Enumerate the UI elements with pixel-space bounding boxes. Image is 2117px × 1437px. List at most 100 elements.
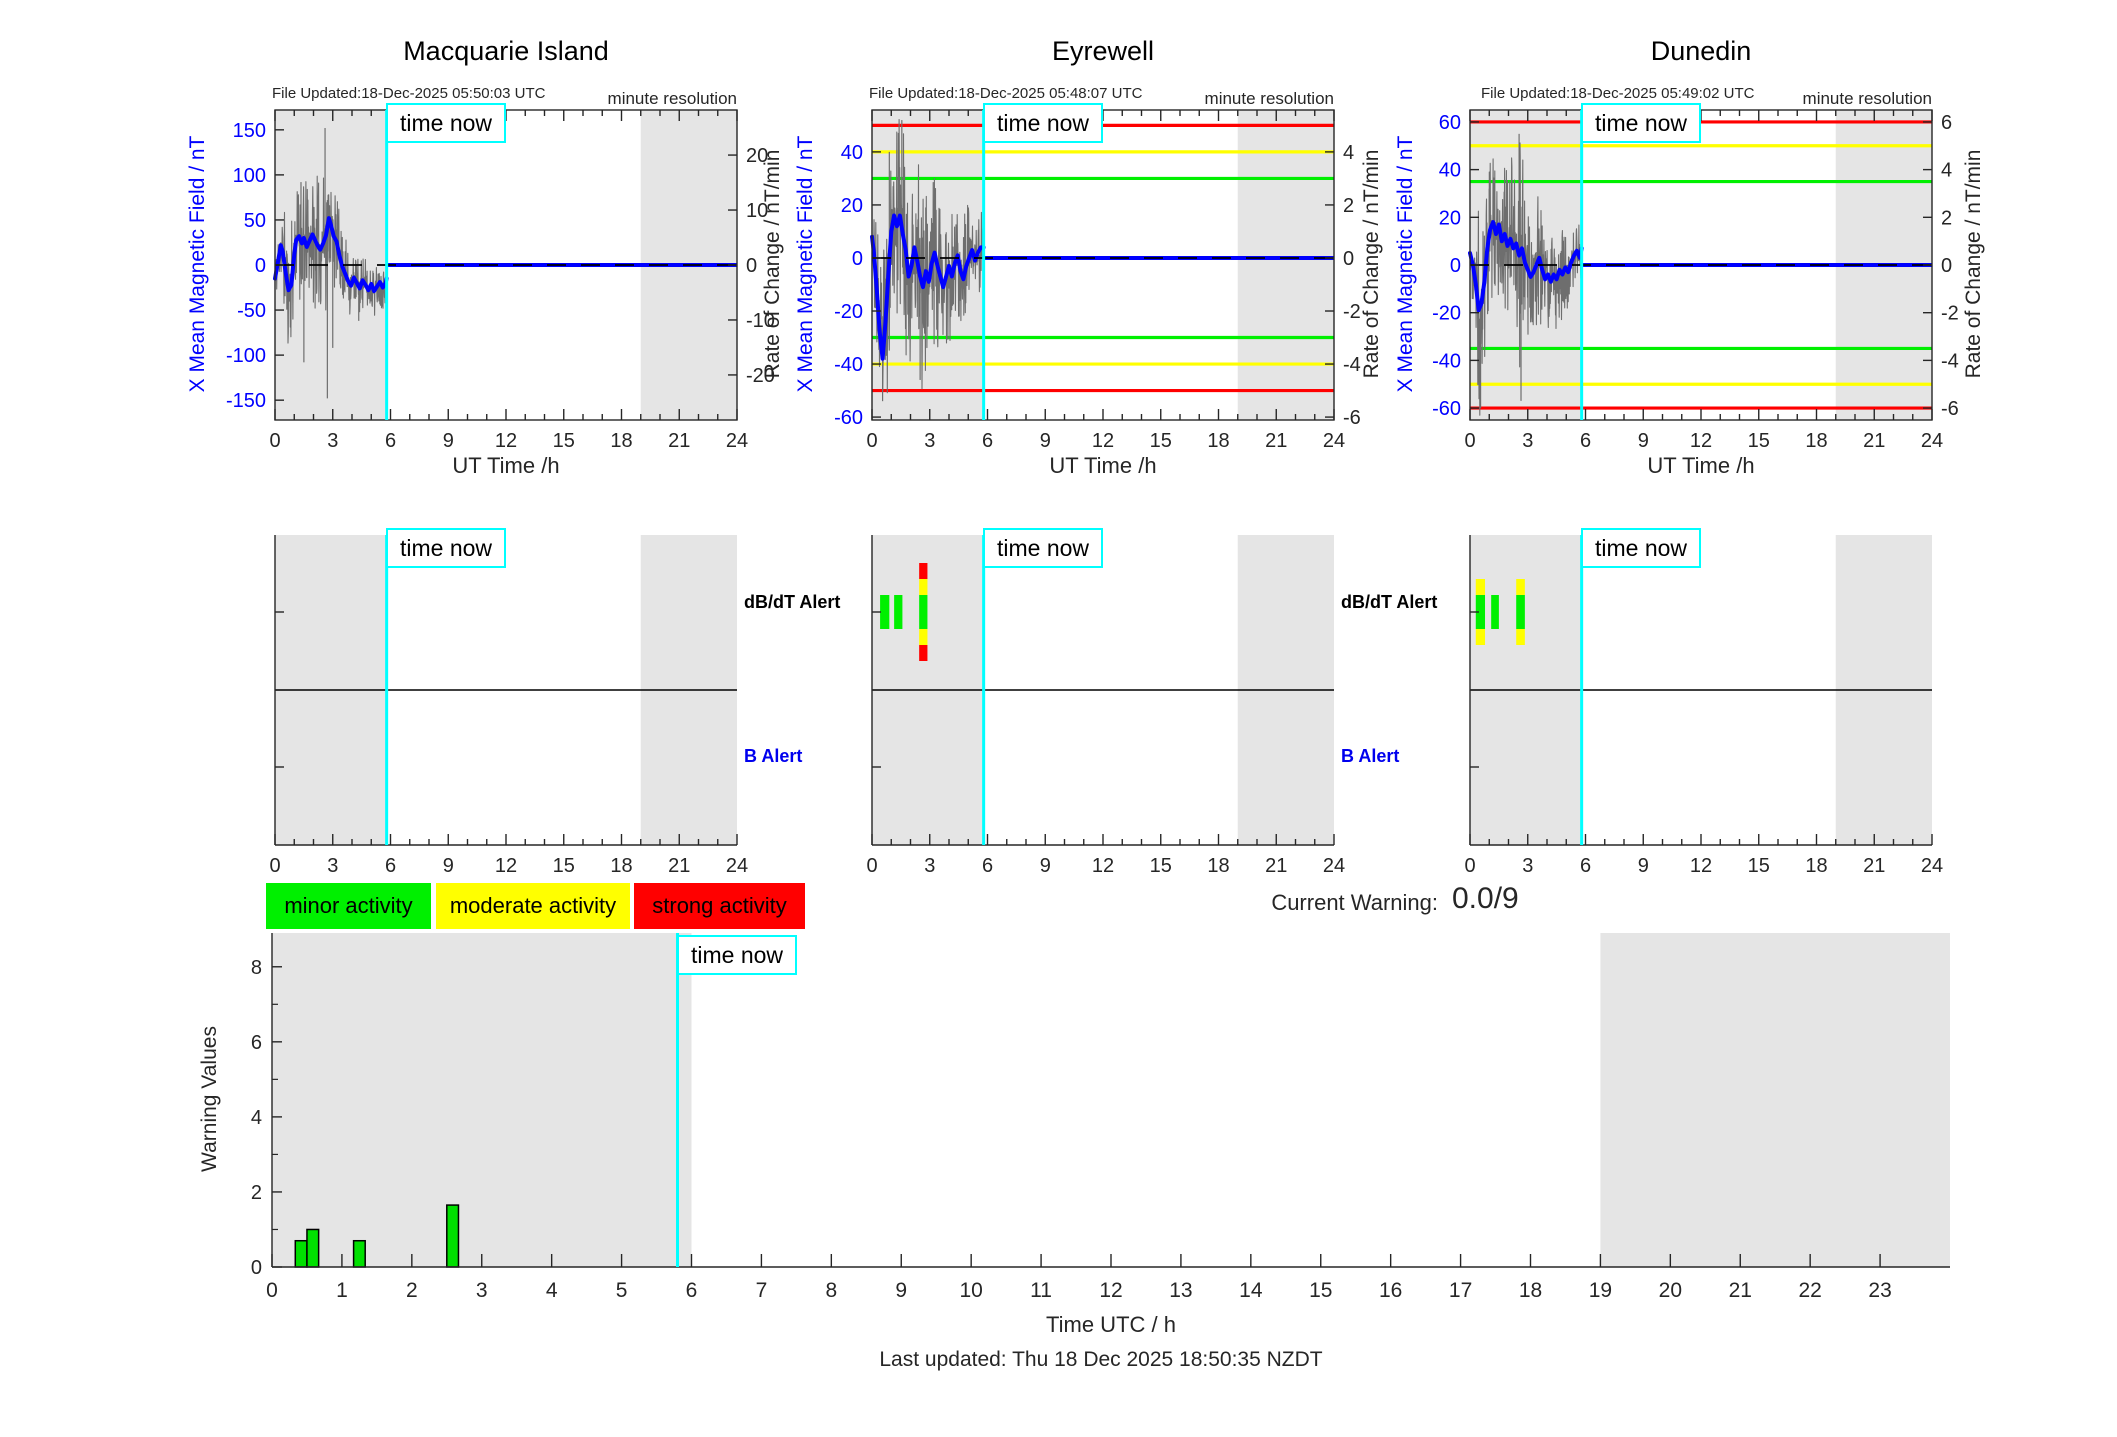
legend-strong-activity: strong activity (634, 883, 805, 929)
x-tick-label: 18 (1207, 855, 1229, 877)
y-tick-label: 0 (251, 1257, 262, 1279)
y-tick-label: 2 (1343, 195, 1354, 217)
x-tick-label: 24 (726, 855, 748, 877)
x-tick-label: 18 (1519, 1279, 1542, 1302)
x-tick-label: 9 (1040, 855, 1051, 877)
left-axis-label-dunedin: X Mean Magnetic Field / nT (1394, 135, 1417, 393)
warning-bar (294, 1239, 308, 1268)
time-now-flag: time now (983, 103, 1104, 143)
y-tick-label: 0 (255, 255, 266, 277)
alert-bar-minor (1516, 595, 1525, 629)
x-tick-label: 2 (406, 1279, 418, 1302)
shade-region (1600, 933, 1950, 1267)
x-tick-label: 0 (266, 1279, 278, 1302)
alert-bar-minor (1475, 595, 1486, 629)
x-tick-label: 15 (1748, 855, 1770, 877)
y-tick-label: 100 (233, 165, 266, 187)
x-tick-label: 0 (1464, 855, 1475, 877)
x-tick-label: 9 (443, 855, 454, 877)
x-tick-label: 4 (546, 1279, 558, 1302)
warning-y-axis-label: Warning Values (198, 1026, 221, 1172)
y-tick-label: 6 (1941, 112, 1952, 134)
y-tick-label: 0 (1343, 248, 1354, 270)
x-tick-label: 15 (1150, 855, 1172, 877)
y-tick-label: 0 (1450, 255, 1461, 277)
y-tick-label: 4 (1343, 142, 1354, 164)
alert-bar-minor (894, 595, 903, 629)
x-tick-label: 15 (553, 855, 575, 877)
x-tick-label: 3 (327, 855, 338, 877)
warning-x-axis-label: Time UTC / h (1046, 1312, 1176, 1337)
y-tick-label: 0 (852, 248, 863, 270)
alert-bar-minor (919, 595, 928, 629)
y-tick-label: 20 (1439, 207, 1461, 229)
time-now-flag: time now (983, 528, 1104, 568)
x-tick-label: 0 (866, 430, 877, 452)
x-tick-label: 21 (1729, 1279, 1752, 1302)
alert-bar-moderate (1475, 629, 1486, 645)
time-now-flag: time now (386, 528, 507, 568)
x-tick-label: 21 (668, 430, 690, 452)
resolution-note-macquarie: minute resolution (607, 89, 737, 108)
x-tick-label: 18 (1805, 430, 1827, 452)
x-tick-label: 12 (1690, 430, 1712, 452)
alert-bar-moderate (1475, 579, 1486, 595)
dbdt-alert-label: dB/dT Alert (744, 592, 841, 612)
x-tick-label: 10 (959, 1279, 982, 1302)
left-axis-label-macquarie: X Mean Magnetic Field / nT (186, 135, 209, 393)
x-tick-label: 3 (327, 430, 338, 452)
x-tick-label: 12 (1099, 1279, 1122, 1302)
y-tick-label: -50 (237, 300, 266, 322)
x-tick-label: 16 (1379, 1279, 1402, 1302)
right-axis-label-eyrewell: Rate of Change / nT/min (1360, 149, 1383, 379)
legend-strong-label: strong activity (652, 893, 787, 918)
x-tick-label: 6 (982, 430, 993, 452)
x-tick-label: 9 (1040, 430, 1051, 452)
y-tick-label: 10 (746, 200, 768, 222)
alert-bar-moderate (1516, 579, 1525, 595)
y-tick-label: -6 (1941, 398, 1959, 420)
x-tick-label: 9 (443, 430, 454, 452)
legend-moderate-activity: moderate activity (436, 883, 630, 929)
x-tick-label: 7 (756, 1279, 768, 1302)
y-tick-label: 4 (1941, 160, 1952, 182)
x-tick-label: 6 (385, 430, 396, 452)
y-tick-label: -40 (1432, 350, 1461, 372)
y-tick-label: -4 (1941, 350, 1959, 372)
y-tick-label: 2 (251, 1182, 262, 1204)
x-tick-label: 12 (495, 430, 517, 452)
b-alert-label: B Alert (1341, 746, 1400, 766)
alert-bar-moderate (1516, 629, 1525, 645)
x-tick-label: 11 (1030, 1279, 1052, 1302)
time-now-flag: time now (1581, 103, 1702, 143)
x-tick-label: 21 (668, 855, 690, 877)
y-tick-label: 60 (1439, 112, 1461, 134)
shade-region (1237, 110, 1334, 420)
alert-bar-minor (1491, 595, 1499, 629)
x-tick-label: 5 (616, 1279, 628, 1302)
y-tick-label: -60 (1432, 398, 1461, 420)
y-tick-label: 50 (244, 210, 266, 232)
x-tick-label: 14 (1239, 1279, 1263, 1302)
mean-trace (1468, 220, 1584, 313)
x-tick-label: 0 (1464, 430, 1475, 452)
y-tick-label: -6 (1343, 407, 1361, 429)
current-warning-value: 0.0/9 (1452, 882, 1519, 915)
resolution-note-dunedin: minute resolution (1802, 89, 1932, 108)
y-tick-label: -20 (1432, 303, 1461, 325)
alert-bar-strong (919, 563, 928, 579)
x-tick-label: 9 (1638, 855, 1649, 877)
y-tick-label: 8 (251, 957, 262, 979)
x-tick-label: 21 (1265, 430, 1287, 452)
right-axis-label-macquarie: Rate of Change / nT/min (761, 149, 784, 379)
x-tick-label: 18 (610, 855, 632, 877)
y-tick-label: 4 (251, 1107, 262, 1129)
y-tick-label: -20 (746, 365, 775, 387)
warning-bar (446, 1204, 460, 1268)
time-now-flag: time now (386, 103, 507, 143)
y-tick-label: 0 (1941, 255, 1952, 277)
y-tick-label: 40 (841, 142, 863, 164)
x-axis-label-eyrewell: UT Time /h (1049, 453, 1157, 478)
